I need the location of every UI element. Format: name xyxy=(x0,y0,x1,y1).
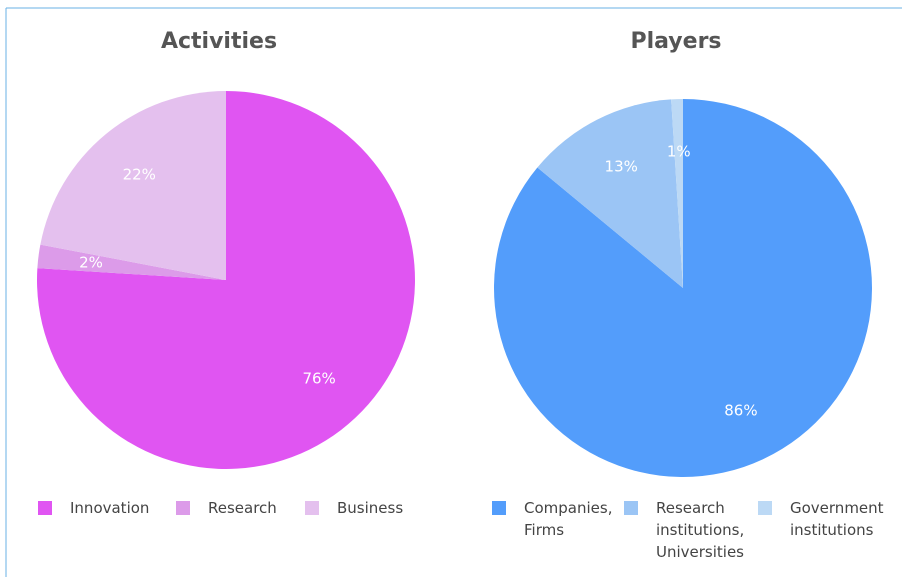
pie-slice xyxy=(37,244,226,280)
legend-item: Research institutions, Universities xyxy=(624,497,754,563)
pie-slice xyxy=(40,91,226,280)
legend-swatch xyxy=(176,501,190,515)
chart-title: Activities xyxy=(161,29,277,54)
value-label: 22% xyxy=(123,166,156,184)
legend-swatch xyxy=(492,501,506,515)
legend-label: Research institutions, Universities xyxy=(656,499,745,561)
legend-label: Innovation xyxy=(70,499,150,517)
legend-label: Companies, Firms xyxy=(524,499,613,539)
legend-swatch xyxy=(758,501,772,515)
value-label: 2% xyxy=(79,253,103,271)
value-label: 76% xyxy=(302,370,335,388)
pie-slice xyxy=(671,99,683,288)
legend-item: Innovation xyxy=(38,497,158,519)
legend-swatch xyxy=(305,501,319,515)
value-label: 1% xyxy=(667,142,691,160)
legend-item: Government institutions xyxy=(758,497,898,541)
pie-slice xyxy=(537,99,683,288)
legend-label: Government institutions xyxy=(790,499,884,539)
legend-swatch xyxy=(38,501,52,515)
legend-label: Research xyxy=(208,499,277,517)
legend-item: Companies, Firms xyxy=(492,497,620,541)
chart-title: Players xyxy=(630,29,721,54)
legend-item: Research xyxy=(176,497,286,519)
legend-label: Business xyxy=(337,499,404,517)
value-label: 13% xyxy=(605,157,638,175)
legend-swatch xyxy=(624,501,638,515)
value-label: 86% xyxy=(724,402,757,420)
legend-item: Business xyxy=(305,497,415,519)
